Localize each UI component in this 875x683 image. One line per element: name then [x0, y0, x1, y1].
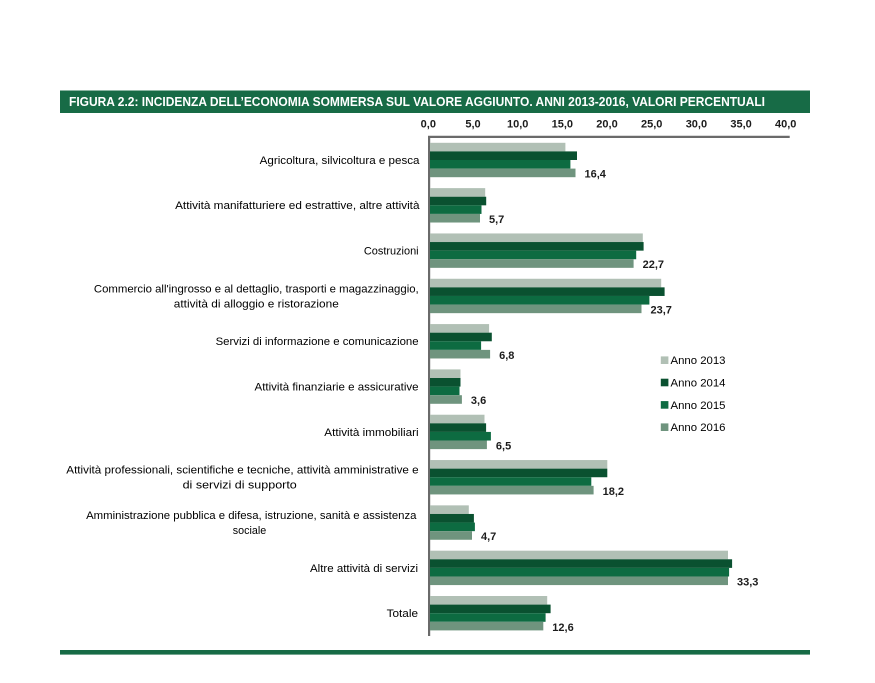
svg-text:20,0: 20,0 [596, 119, 617, 131]
svg-text:30,0: 30,0 [686, 119, 707, 131]
svg-text:0,0: 0,0 [421, 119, 436, 131]
svg-text:6,8: 6,8 [499, 350, 514, 362]
svg-text:23,7: 23,7 [651, 305, 672, 317]
svg-text:16,4: 16,4 [585, 169, 607, 181]
svg-text:35,0: 35,0 [730, 119, 751, 131]
svg-text:18,2: 18,2 [603, 486, 624, 498]
svg-text:Attività finanziarie e assicur: Attività finanziarie e assicurative [255, 382, 419, 394]
svg-text:15,0: 15,0 [552, 119, 573, 131]
svg-text:Anno 2016: Anno 2016 [671, 422, 726, 434]
svg-text:Attività manifatturiere ed est: Attività manifatturiere ed estrattive, a… [175, 200, 420, 212]
svg-text:FIGURA 2.2: INCIDENZA DELL’ECO: FIGURA 2.2: INCIDENZA DELL’ECONOMIA SOMM… [69, 95, 765, 109]
svg-text:6,5: 6,5 [496, 441, 511, 453]
svg-text:22,7: 22,7 [643, 259, 664, 271]
svg-text:Attività immobiliari: Attività immobiliari [324, 427, 418, 439]
svg-text:33,3: 33,3 [737, 577, 758, 589]
svg-text:3,6: 3,6 [471, 395, 486, 407]
svg-text:Anno 2014: Anno 2014 [671, 378, 726, 390]
svg-text:5,0: 5,0 [465, 119, 480, 131]
svg-text:Costruzioni: Costruzioni [364, 246, 419, 258]
svg-text:4,7: 4,7 [481, 531, 496, 543]
svg-text:sociale: sociale [233, 525, 266, 537]
svg-text:attività di alloggio e ristora: attività di alloggio e ristorazione [174, 299, 339, 311]
svg-text:5,7: 5,7 [489, 214, 504, 226]
svg-text:Servizi di informazione e comu: Servizi di informazione e comunicazione [216, 336, 419, 348]
svg-text:Altre attività di servizi: Altre attività di servizi [310, 563, 418, 575]
svg-text:Anno 2015: Anno 2015 [671, 400, 726, 412]
svg-text:40,0: 40,0 [775, 119, 796, 131]
svg-text:10,0: 10,0 [507, 119, 528, 131]
svg-text:di servizi di supporto: di servizi di supporto [183, 480, 297, 492]
svg-text:12,6: 12,6 [552, 622, 573, 634]
svg-text:Anno 2013: Anno 2013 [671, 355, 726, 367]
svg-text:Totale: Totale [387, 608, 418, 620]
svg-text:Amministrazione pubblica e dif: Amministrazione pubblica e difesa, istru… [86, 510, 417, 522]
svg-text:Attività professionali, scient: Attività professionali, scientifiche e t… [66, 465, 418, 477]
svg-text:Agricoltura, silvicoltura e pe: Agricoltura, silvicoltura e pesca [260, 155, 421, 167]
svg-text:Commercio all'ingrosso e al de: Commercio all'ingrosso e al dettaglio, t… [94, 283, 419, 295]
svg-text:25,0: 25,0 [641, 119, 662, 131]
